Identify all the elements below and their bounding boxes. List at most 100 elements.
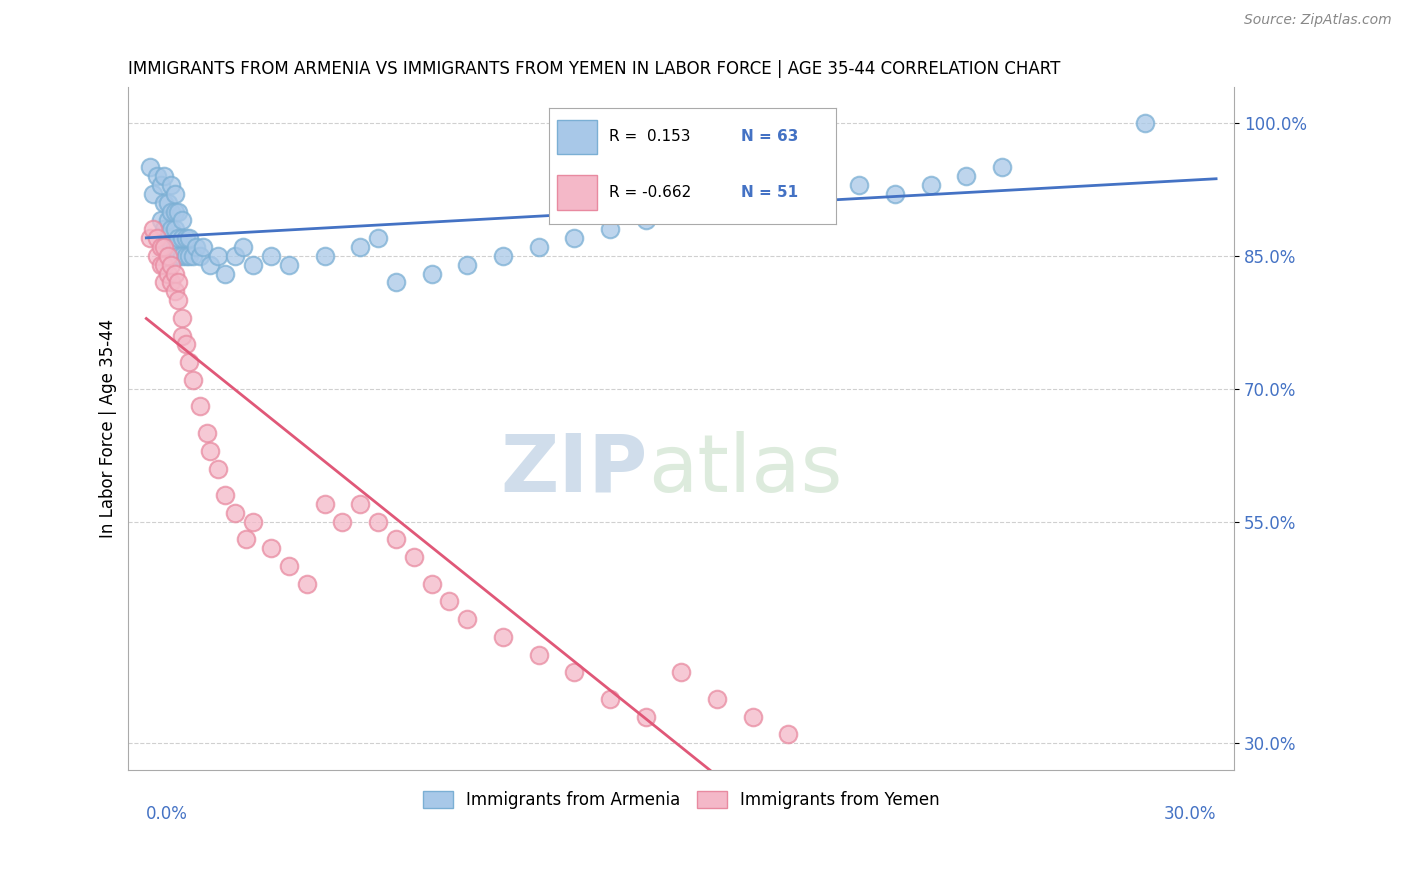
Point bbox=[146, 249, 169, 263]
Point bbox=[177, 231, 200, 245]
Point bbox=[527, 240, 550, 254]
Point bbox=[153, 240, 176, 254]
Point bbox=[181, 373, 204, 387]
Point bbox=[163, 240, 186, 254]
Point bbox=[242, 258, 264, 272]
Point bbox=[278, 258, 301, 272]
Point bbox=[599, 692, 621, 706]
Point bbox=[385, 276, 408, 290]
Point bbox=[149, 258, 172, 272]
Point bbox=[153, 276, 176, 290]
Point bbox=[160, 258, 183, 272]
Point bbox=[278, 559, 301, 574]
Point bbox=[706, 692, 728, 706]
Legend: Immigrants from Armenia, Immigrants from Yemen: Immigrants from Armenia, Immigrants from… bbox=[416, 785, 946, 816]
Point bbox=[142, 222, 165, 236]
Point bbox=[848, 178, 870, 192]
Point bbox=[920, 178, 942, 192]
Point bbox=[599, 222, 621, 236]
Point bbox=[439, 594, 461, 608]
Point bbox=[420, 576, 443, 591]
Point bbox=[167, 204, 190, 219]
Point bbox=[991, 160, 1014, 174]
Point bbox=[160, 178, 183, 192]
Point bbox=[456, 258, 478, 272]
Point bbox=[669, 665, 692, 680]
Point bbox=[562, 665, 585, 680]
Point bbox=[207, 249, 229, 263]
Point bbox=[153, 169, 176, 183]
Point bbox=[188, 249, 211, 263]
Point bbox=[314, 497, 336, 511]
Point bbox=[367, 231, 389, 245]
Text: ZIP: ZIP bbox=[501, 431, 648, 508]
Text: Source: ZipAtlas.com: Source: ZipAtlas.com bbox=[1244, 13, 1392, 28]
Point bbox=[153, 258, 176, 272]
Point bbox=[224, 249, 246, 263]
Point bbox=[314, 249, 336, 263]
Point bbox=[149, 178, 172, 192]
Point bbox=[139, 160, 162, 174]
Point bbox=[146, 231, 169, 245]
Point bbox=[492, 630, 515, 644]
Point bbox=[402, 550, 425, 565]
Point bbox=[260, 249, 283, 263]
Point bbox=[884, 186, 907, 201]
Point bbox=[160, 204, 183, 219]
Point bbox=[778, 195, 800, 210]
Point bbox=[385, 533, 408, 547]
Point bbox=[170, 249, 193, 263]
Text: atlas: atlas bbox=[648, 431, 842, 508]
Point bbox=[295, 576, 318, 591]
Point bbox=[186, 240, 208, 254]
Point bbox=[200, 258, 222, 272]
Point bbox=[170, 310, 193, 325]
Point bbox=[156, 249, 179, 263]
Point bbox=[170, 328, 193, 343]
Point bbox=[163, 204, 186, 219]
Point bbox=[420, 267, 443, 281]
Point bbox=[181, 249, 204, 263]
Text: 30.0%: 30.0% bbox=[1164, 805, 1216, 823]
Point bbox=[156, 267, 179, 281]
Point bbox=[170, 231, 193, 245]
Point bbox=[160, 276, 183, 290]
Point bbox=[349, 240, 371, 254]
Point bbox=[232, 240, 254, 254]
Point bbox=[669, 204, 692, 219]
Point bbox=[156, 213, 179, 227]
Point bbox=[706, 195, 728, 210]
Point bbox=[332, 515, 354, 529]
Point bbox=[163, 186, 186, 201]
Point bbox=[163, 285, 186, 299]
Point bbox=[349, 497, 371, 511]
Point bbox=[741, 186, 763, 201]
Point bbox=[177, 249, 200, 263]
Point bbox=[177, 355, 200, 369]
Point bbox=[156, 195, 179, 210]
Point bbox=[149, 240, 172, 254]
Point bbox=[214, 267, 236, 281]
Point bbox=[456, 612, 478, 626]
Point bbox=[235, 533, 257, 547]
Point bbox=[160, 222, 183, 236]
Point bbox=[142, 186, 165, 201]
Point bbox=[224, 506, 246, 520]
Point bbox=[146, 169, 169, 183]
Point bbox=[139, 231, 162, 245]
Point bbox=[1133, 116, 1156, 130]
Point bbox=[634, 709, 657, 723]
Point bbox=[741, 709, 763, 723]
Point bbox=[149, 213, 172, 227]
Point bbox=[195, 426, 218, 441]
Point bbox=[778, 727, 800, 741]
Point bbox=[160, 240, 183, 254]
Text: 0.0%: 0.0% bbox=[146, 805, 188, 823]
Point bbox=[167, 231, 190, 245]
Point bbox=[167, 249, 190, 263]
Point bbox=[153, 222, 176, 236]
Point bbox=[174, 231, 197, 245]
Point bbox=[163, 267, 186, 281]
Text: IMMIGRANTS FROM ARMENIA VS IMMIGRANTS FROM YEMEN IN LABOR FORCE | AGE 35-44 CORR: IMMIGRANTS FROM ARMENIA VS IMMIGRANTS FR… bbox=[128, 60, 1062, 78]
Point bbox=[193, 240, 215, 254]
